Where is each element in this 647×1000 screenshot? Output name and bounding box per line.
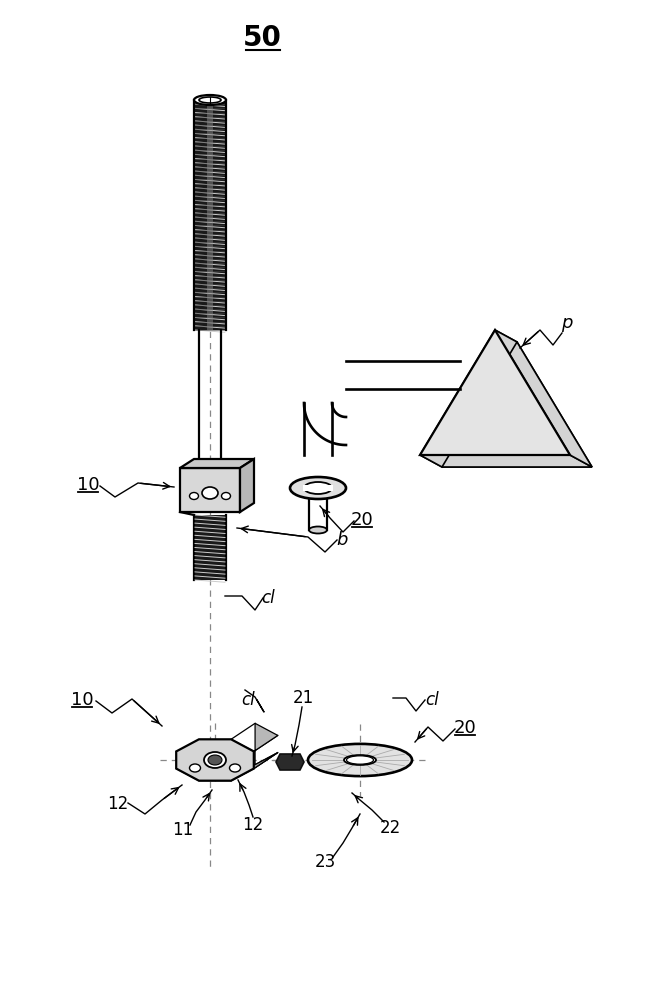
Text: 21: 21 — [292, 689, 314, 707]
Polygon shape — [420, 330, 570, 455]
Text: 10: 10 — [71, 691, 93, 709]
Polygon shape — [176, 753, 278, 781]
Ellipse shape — [308, 744, 412, 776]
Text: 12: 12 — [107, 795, 129, 813]
Polygon shape — [176, 739, 254, 781]
Polygon shape — [180, 468, 240, 512]
Ellipse shape — [221, 492, 230, 499]
Ellipse shape — [290, 477, 346, 499]
Polygon shape — [231, 723, 278, 781]
Text: 12: 12 — [243, 816, 263, 834]
Text: 50: 50 — [243, 24, 281, 52]
Text: 11: 11 — [172, 821, 193, 839]
Polygon shape — [495, 330, 592, 467]
Ellipse shape — [190, 764, 201, 772]
Text: cl: cl — [241, 691, 255, 709]
Polygon shape — [420, 455, 592, 467]
Ellipse shape — [208, 755, 222, 765]
Ellipse shape — [204, 752, 226, 768]
Polygon shape — [207, 100, 213, 330]
Polygon shape — [442, 342, 592, 467]
Polygon shape — [180, 459, 254, 468]
Ellipse shape — [190, 492, 199, 499]
Text: p: p — [562, 314, 573, 332]
Polygon shape — [420, 330, 517, 467]
Text: 23: 23 — [314, 853, 336, 871]
Ellipse shape — [199, 97, 221, 103]
Text: 10: 10 — [77, 476, 99, 494]
Ellipse shape — [230, 764, 241, 772]
Text: 22: 22 — [379, 819, 400, 837]
Ellipse shape — [202, 487, 218, 499]
Text: 20: 20 — [351, 511, 373, 529]
Polygon shape — [276, 754, 304, 770]
Text: b: b — [336, 531, 347, 549]
Ellipse shape — [344, 755, 376, 765]
Ellipse shape — [347, 756, 373, 764]
Polygon shape — [194, 100, 226, 330]
Text: cl: cl — [261, 589, 275, 607]
Polygon shape — [194, 515, 226, 580]
Ellipse shape — [304, 482, 332, 494]
Text: cl: cl — [425, 691, 439, 709]
Polygon shape — [303, 485, 333, 491]
Text: 20: 20 — [454, 719, 476, 737]
Ellipse shape — [309, 526, 327, 534]
Polygon shape — [240, 459, 254, 512]
Ellipse shape — [194, 95, 226, 105]
